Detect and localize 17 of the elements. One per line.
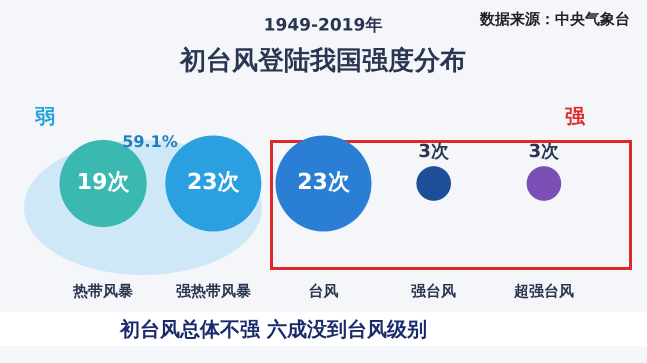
text: 初台风登陆我国强度分布	[179, 46, 466, 76]
text: 初台风总体不强 六成没到台风级别	[0, 312, 647, 346]
text: 强	[565, 104, 586, 128]
text: 59.1%	[122, 132, 178, 152]
text: 1949-2019年	[264, 15, 382, 36]
source-note: 数据来源：中央气象台	[479, 10, 630, 28]
category-label: 强台风	[411, 282, 456, 300]
data-label: 23次	[186, 170, 241, 196]
category-label: 强热带风暴	[176, 282, 251, 300]
category-label: 热带风暴	[72, 282, 134, 300]
data-label: 23次	[297, 170, 351, 196]
data-label: 19次	[76, 170, 130, 196]
category-label: 超强台风	[512, 282, 574, 300]
data-label: 3次	[418, 140, 450, 162]
text: 弱	[34, 104, 55, 128]
category-label: 台风	[308, 282, 338, 300]
data-label: 3次	[528, 140, 560, 162]
